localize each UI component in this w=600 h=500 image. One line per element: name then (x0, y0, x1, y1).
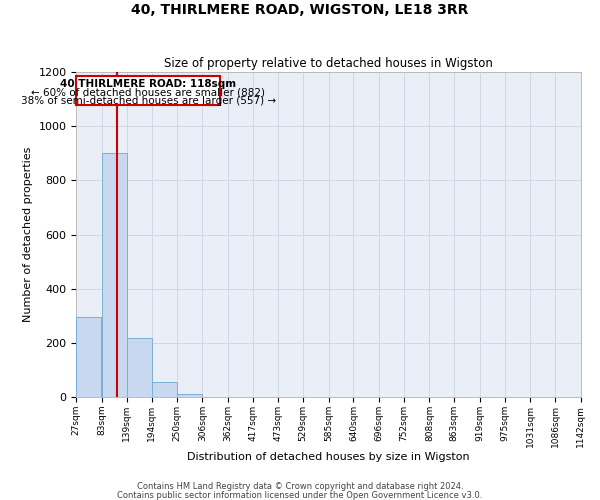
Bar (127, 338, 152, 397)
X-axis label: Distribution of detached houses by size in Wigston: Distribution of detached houses by size … (187, 452, 470, 462)
FancyBboxPatch shape (76, 76, 220, 105)
Bar (102, 154, 127, 397)
Text: ← 60% of detached houses are smaller (882): ← 60% of detached houses are smaller (88… (31, 88, 265, 98)
Text: 38% of semi-detached houses are larger (557) →: 38% of semi-detached houses are larger (… (20, 96, 276, 106)
Bar (152, 382, 177, 397)
Bar (76, 318, 101, 397)
Bar (177, 394, 202, 397)
Y-axis label: Number of detached properties: Number of detached properties (23, 147, 33, 322)
Text: 40, THIRLMERE ROAD, WIGSTON, LE18 3RR: 40, THIRLMERE ROAD, WIGSTON, LE18 3RR (131, 2, 469, 16)
Text: Contains HM Land Registry data © Crown copyright and database right 2024.: Contains HM Land Registry data © Crown c… (137, 482, 463, 491)
Text: Contains public sector information licensed under the Open Government Licence v3: Contains public sector information licen… (118, 491, 482, 500)
Text: 40 THIRLMERE ROAD: 118sqm: 40 THIRLMERE ROAD: 118sqm (60, 80, 236, 90)
Title: Size of property relative to detached houses in Wigston: Size of property relative to detached ho… (164, 56, 493, 70)
